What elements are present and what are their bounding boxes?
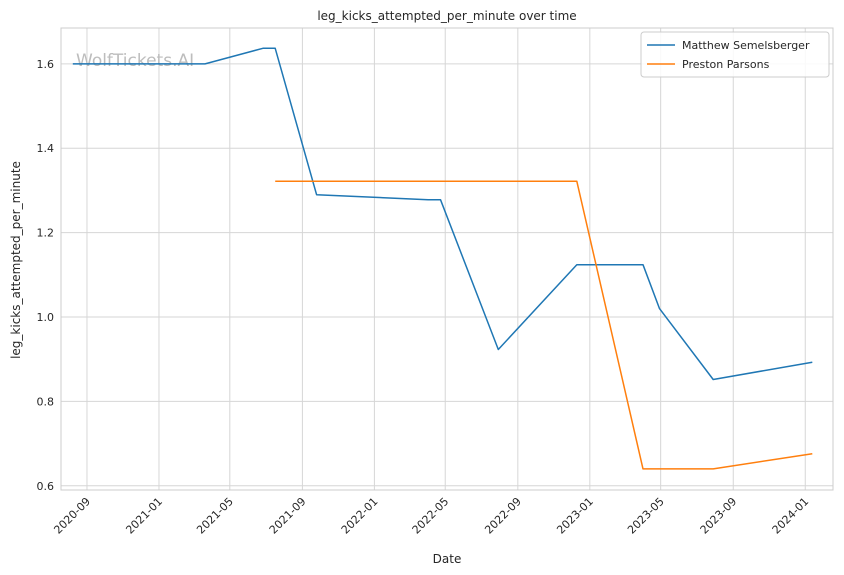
x-tick-label: 2022-09 bbox=[482, 495, 524, 537]
y-tick-label: 1.0 bbox=[37, 311, 55, 324]
x-axis-ticks: 2020-09 2021-01 2021-05 2021-09 2022-01 2022-… bbox=[51, 495, 811, 537]
series-line-2 bbox=[275, 180, 813, 470]
x-tick-label: 2021-09 bbox=[267, 495, 309, 537]
x-tick-label: 2022-01 bbox=[339, 495, 381, 537]
x-tick-label: 2023-09 bbox=[698, 495, 740, 537]
chart-title: leg_kicks_attempted_per_minute over time bbox=[317, 9, 576, 23]
legend-box bbox=[640, 31, 830, 78]
y-tick-label: 0.8 bbox=[37, 395, 55, 408]
plot-frame bbox=[60, 27, 834, 491]
watermark: WolfTickets.AI bbox=[76, 51, 194, 71]
x-tick-label: 2023-05 bbox=[625, 495, 667, 537]
y-axis-ticks: 0.6 0.8 1.0 1.2 1.4 1.6 bbox=[37, 58, 55, 493]
y-tick-label: 0.6 bbox=[37, 480, 55, 493]
y-tick-label: 1.6 bbox=[37, 58, 55, 71]
x-tick-label: 2024-01 bbox=[770, 495, 812, 537]
x-axis-label: Date bbox=[433, 552, 462, 566]
legend-label: Matthew Semelsberger bbox=[682, 39, 810, 52]
x-tick-label: 2021-05 bbox=[194, 495, 236, 537]
x-tick-label: 2020-09 bbox=[51, 495, 93, 537]
y-tick-label: 1.2 bbox=[37, 227, 55, 240]
legend-label: Preston Parsons bbox=[682, 58, 770, 71]
y-tick-label: 1.4 bbox=[37, 142, 55, 155]
x-tick-label: 2022-05 bbox=[410, 495, 452, 537]
series-lines bbox=[72, 47, 813, 470]
y-axis-label: leg_kicks_attempted_per_minute bbox=[9, 161, 23, 359]
x-tick-label: 2023-01 bbox=[554, 495, 596, 537]
legend: Matthew Semelsberger Preston Parsons bbox=[640, 31, 830, 78]
x-tick-label: 2021-01 bbox=[123, 495, 165, 537]
series-line-1 bbox=[72, 47, 813, 381]
grid bbox=[61, 28, 833, 490]
